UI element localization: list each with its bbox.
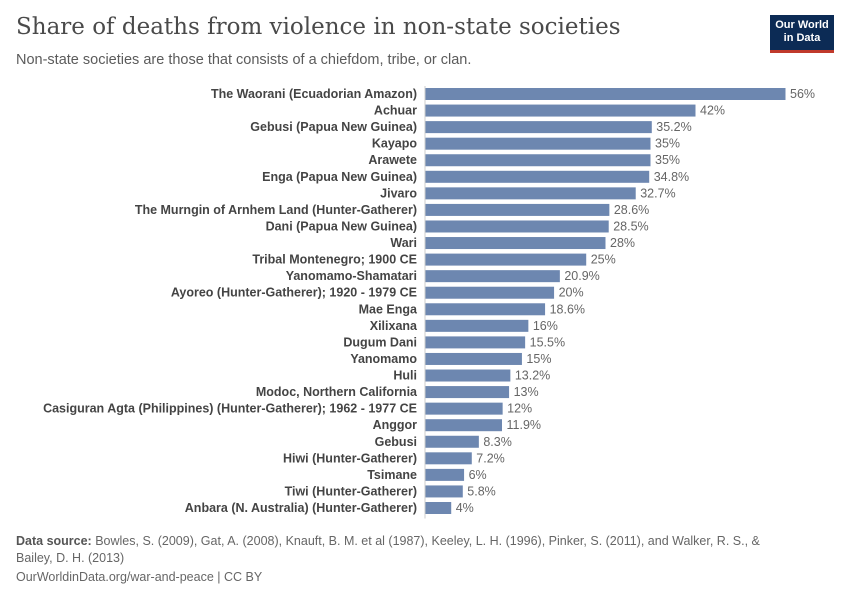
value-label: 15.5% [530,335,565,349]
logo-line2: in Data [783,32,821,44]
value-label: 15% [526,352,551,366]
bar[interactable] [425,187,636,200]
logo-line1: Our World [775,19,829,31]
value-label: 28% [610,236,635,250]
bar[interactable] [425,419,503,432]
value-label: 11.9% [507,418,542,432]
category-label: Yanomamo [350,352,417,366]
chart-title: Share of deaths from violence in non-sta… [16,14,621,40]
value-label: 28.6% [614,203,649,217]
value-label: 25% [591,253,616,267]
value-label: 8.3% [483,435,512,449]
bar[interactable] [425,485,463,498]
source-label: Data source: [16,534,92,548]
source-text: Bowles, S. (2009), Gat, A. (2008), Knauf… [16,534,760,565]
bar[interactable] [425,352,522,365]
value-label: 7.2% [476,451,505,465]
category-label: Anbara (N. Australia) (Hunter-Gatherer) [185,501,417,515]
bar[interactable] [425,88,786,100]
category-label: Enga (Papua New Guinea) [262,170,417,184]
value-label: 32.7% [640,186,675,200]
category-label: Yanomamo-Shamatari [286,269,417,283]
category-label: The Murngin of Arnhem Land (Hunter-Gathe… [135,203,417,217]
category-label: Arawete [368,153,417,167]
category-label: The Waorani (Ecuadorian Amazon) [211,87,417,101]
value-label: 20.9% [564,269,599,283]
data-source: Data source: Bowles, S. (2009), Gat, A. … [16,533,776,567]
value-label: 20% [559,286,584,300]
bar[interactable] [425,137,651,150]
bar[interactable] [425,237,606,250]
bar[interactable] [425,336,526,349]
value-label: 12% [507,402,532,416]
bar[interactable] [425,319,529,332]
value-label: 16% [533,319,558,333]
category-label: Modoc, Northern California [256,385,418,399]
value-label: 28.5% [613,219,648,233]
value-label: 34.8% [654,170,689,184]
category-label: Xilixana [370,319,418,333]
value-label: 18.6% [550,302,585,316]
value-label: 35% [655,153,680,167]
value-label: 13% [514,385,539,399]
value-label: 35.2% [656,120,691,134]
category-label: Achuar [374,104,417,118]
bar-chart: The Waorani (Ecuadorian Amazon) 56% Achuar… [43,86,815,519]
category-label: Casiguran Agta (Philippines) (Hunter-Gat… [43,402,417,416]
owid-logo[interactable]: Our World in Data [770,15,834,53]
value-label: 56% [790,87,815,101]
bar[interactable] [425,154,651,167]
category-label: Jivaro [380,186,417,200]
bar[interactable] [425,369,511,382]
bar[interactable] [425,303,546,316]
value-label: 5.8% [467,484,496,498]
bar[interactable] [425,104,696,117]
bar[interactable] [425,502,452,514]
value-label: 42% [700,104,725,118]
category-label: Kayapo [372,137,418,151]
category-label: Gebusi (Papua New Guinea) [250,120,417,134]
bar[interactable] [425,286,555,299]
source-url[interactable]: OurWorldinData.org/war-and-peace | CC BY [16,570,263,584]
value-label: 4% [456,501,474,515]
category-label: Tiwi (Hunter-Gatherer) [285,484,417,498]
bar[interactable] [425,386,510,399]
bar[interactable] [425,468,465,481]
bar[interactable] [425,220,609,233]
chart-subtitle: Non-state societies are those that consi… [16,52,472,68]
bar[interactable] [425,121,652,134]
bar[interactable] [425,170,650,183]
bar[interactable] [425,253,587,266]
category-label: Gebusi [375,435,417,449]
value-label: 35% [655,137,680,151]
category-label: Hiwi (Hunter-Gatherer) [283,451,417,465]
category-label: Tsimane [367,468,417,482]
category-label: Dugum Dani [343,335,417,349]
bar[interactable] [425,452,472,465]
category-label: Wari [390,236,417,250]
category-label: Mae Enga [359,302,418,316]
value-label: 6% [469,468,487,482]
category-label: Ayoreo (Hunter-Gatherer); 1920 - 1979 CE [171,286,417,300]
category-label: Huli [393,369,417,383]
bar[interactable] [425,203,610,216]
category-label: Anggor [373,418,418,432]
value-label: 13.2% [515,369,550,383]
category-label: Tribal Montenegro; 1900 CE [252,253,417,267]
bar[interactable] [425,435,479,448]
category-label: Dani (Papua New Guinea) [266,219,417,233]
bar[interactable] [425,270,560,283]
bar[interactable] [425,402,503,415]
